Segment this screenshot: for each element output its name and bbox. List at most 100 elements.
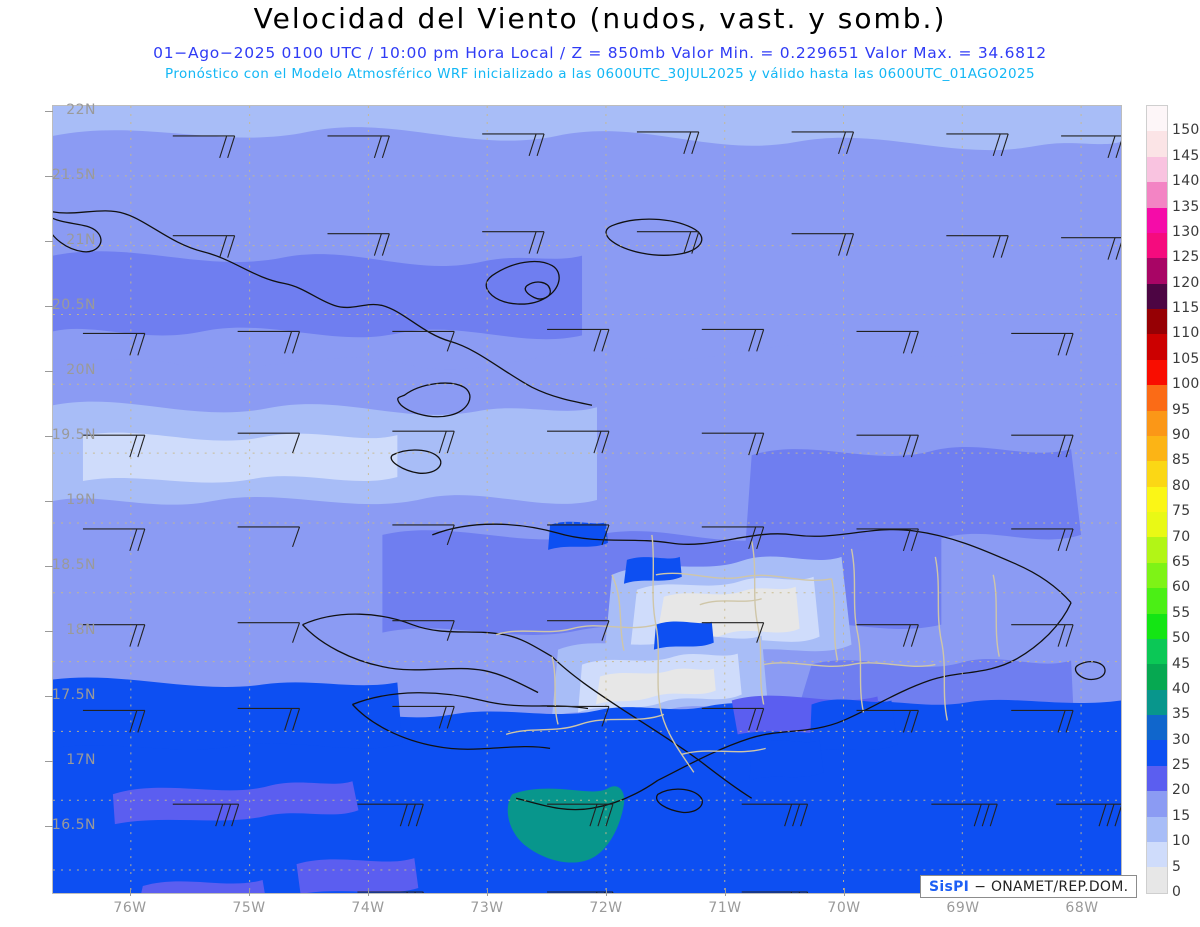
lat-tick-label: 20.5N <box>51 296 96 313</box>
colorbar-tick-label: 55 <box>1172 604 1191 621</box>
colorbar-tick-label: 120 <box>1172 274 1200 291</box>
lat-tick-mark <box>45 175 53 177</box>
page-title: Velocidad del Viento (nudos, vast. y som… <box>253 2 947 35</box>
lat-tick-mark <box>45 695 53 697</box>
colorbar-tick-label: 135 <box>1172 198 1200 215</box>
colorbar-swatch <box>1147 867 1167 893</box>
lon-tick-label: 68W <box>1065 900 1099 916</box>
colorbar-tick-label: 30 <box>1172 731 1191 748</box>
colorbar-swatch <box>1147 588 1167 614</box>
colorbar-swatch <box>1147 816 1167 842</box>
colorbar-swatch <box>1147 207 1167 233</box>
colorbar-swatch <box>1147 664 1167 690</box>
colorbar-swatch <box>1147 258 1167 284</box>
colorbar-swatch <box>1147 765 1167 792</box>
lat-tick-mark <box>45 111 53 112</box>
colorbar-swatch <box>1147 512 1167 538</box>
colorbar-tick-label: 80 <box>1172 477 1191 494</box>
lat-tick-label: 21N <box>66 231 96 248</box>
lat-tick-label: 17N <box>66 751 96 768</box>
lat-tick-mark <box>45 825 53 827</box>
colorbar-swatch <box>1147 613 1167 639</box>
colorbar-tick-label: 0 <box>1172 884 1182 900</box>
lat-tick-label: 19.5N <box>51 426 96 443</box>
lon-tick-label: 71W <box>708 900 742 916</box>
colorbar-tick-label: 85 <box>1172 452 1191 469</box>
lon-tick-mark <box>725 888 726 896</box>
attribution-badge: SisPI − ONAMET/REP.DOM. <box>920 875 1138 898</box>
lat-tick-label: 16.5N <box>51 816 96 833</box>
lon-tick-label: 72W <box>589 900 623 916</box>
colorbar-swatch <box>1147 309 1167 335</box>
colorbar-swatch <box>1147 486 1167 512</box>
lat-tick-label: 22N <box>66 102 96 118</box>
colorbar-swatch <box>1147 385 1167 411</box>
lon-tick-label: 76W <box>113 900 147 916</box>
colorbar-tick-label: 125 <box>1172 249 1200 266</box>
lat-tick-mark <box>45 630 53 632</box>
colorbar-swatch <box>1147 232 1167 259</box>
colorbar-swatch <box>1147 562 1167 589</box>
colorbar-swatch <box>1147 791 1167 817</box>
colorbar-tick-label: 10 <box>1172 833 1191 850</box>
colorbar-swatch <box>1147 740 1167 766</box>
colorbar-tick-label: 115 <box>1172 300 1200 317</box>
lon-tick-mark <box>844 888 845 896</box>
colorbar-tick-label: 100 <box>1172 376 1200 393</box>
lat-tick-mark <box>45 305 53 307</box>
colorbar[interactable] <box>1146 105 1168 894</box>
colorbar-swatch <box>1147 131 1167 157</box>
lon-tick-mark <box>606 888 607 896</box>
lat-tick-mark <box>45 760 53 762</box>
colorbar-tick-label: 140 <box>1172 173 1200 190</box>
colorbar-tick-label: 75 <box>1172 503 1191 520</box>
colorbar-tick-label: 60 <box>1172 579 1191 596</box>
colorbar-swatch <box>1147 435 1167 462</box>
lon-tick-label: 75W <box>232 900 266 916</box>
colorbar-tick-label: 50 <box>1172 630 1191 647</box>
colorbar-tick-label: 95 <box>1172 401 1191 418</box>
lat-tick-label: 18N <box>66 621 96 638</box>
colorbar-tick-label: 5 <box>1172 858 1182 875</box>
forecast-meta-line: 01−Ago−2025 0100 UTC / 10:00 pm Hora Loc… <box>153 44 1047 62</box>
colorbar-swatch <box>1147 841 1167 868</box>
lon-tick-mark <box>368 888 369 896</box>
colorbar-tick-label: 15 <box>1172 807 1191 824</box>
lon-tick-label: 74W <box>351 900 385 916</box>
lat-tick-mark <box>45 500 53 502</box>
lat-tick-label: 20N <box>66 361 96 378</box>
lat-tick-label: 17.5N <box>51 686 96 703</box>
lat-tick-mark <box>45 435 53 437</box>
colorbar-tick-label: 65 <box>1172 553 1191 570</box>
attribution-text: − ONAMET/REP.DOM. <box>974 878 1129 895</box>
colorbar-swatch <box>1147 106 1167 132</box>
sispi-logo: SisPI <box>929 878 970 895</box>
colorbar-swatch <box>1147 156 1167 183</box>
colorbar-tick-label: 40 <box>1172 680 1191 697</box>
map-canvas[interactable] <box>52 105 1122 894</box>
lat-tick-mark <box>45 565 53 567</box>
colorbar-swatch <box>1147 715 1167 741</box>
colorbar-swatch <box>1147 182 1167 208</box>
lon-tick-mark <box>130 888 131 896</box>
colorbar-tick-label: 110 <box>1172 325 1200 342</box>
lon-tick-mark <box>249 888 250 896</box>
lon-tick-label: 70W <box>827 900 861 916</box>
colorbar-tick-label: 130 <box>1172 223 1200 240</box>
colorbar-swatch <box>1147 283 1167 309</box>
lat-tick-mark <box>45 370 53 372</box>
colorbar-swatch <box>1147 638 1167 665</box>
colorbar-tick-label: 90 <box>1172 427 1191 444</box>
colorbar-tick-label: 105 <box>1172 350 1200 367</box>
lat-tick-label: 18.5N <box>51 556 96 573</box>
lon-tick-label: 73W <box>470 900 504 916</box>
colorbar-tick-label: 150 <box>1172 122 1200 139</box>
lat-tick-label: 19N <box>66 491 96 508</box>
lon-tick-label: 69W <box>946 900 980 916</box>
lat-tick-mark <box>45 240 53 242</box>
colorbar-tick-label: 20 <box>1172 782 1191 799</box>
colorbar-tick-label: 35 <box>1172 706 1191 723</box>
colorbar-tick-label: 145 <box>1172 147 1200 164</box>
colorbar-tick-label: 25 <box>1172 757 1191 774</box>
